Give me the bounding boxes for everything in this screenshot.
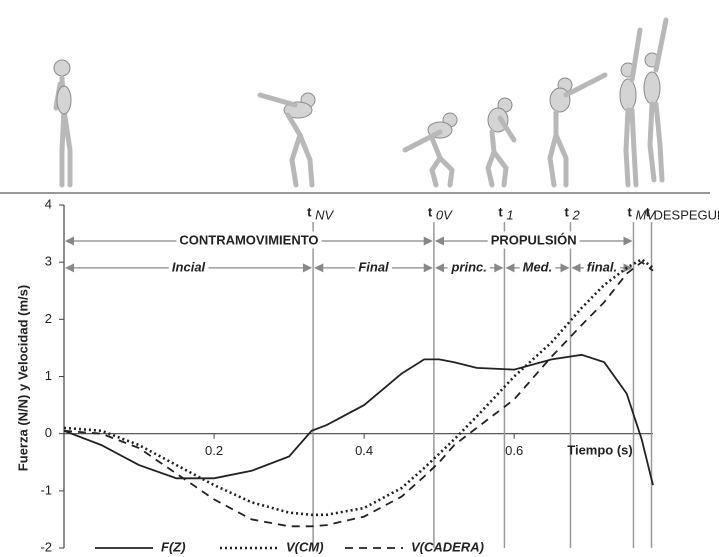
phase-label: CONTRAMOVIMIENTO xyxy=(179,232,318,247)
x-tick-label: 0.4 xyxy=(355,443,373,458)
y-tick-label: 4 xyxy=(45,196,52,211)
y-tick-label: -1 xyxy=(40,482,52,497)
figure-bottom-2 xyxy=(488,98,514,185)
y-tick-label: 1 xyxy=(45,368,52,383)
chart: -2-1012340.20.40.6tNVt0Vt1t2tMVtDESPEGUE… xyxy=(0,0,719,557)
figure-standing xyxy=(54,60,71,185)
event-label: t xyxy=(645,204,650,219)
event-label: t xyxy=(307,204,312,219)
y-tick-label: 0 xyxy=(45,425,52,440)
event-subscript: 2 xyxy=(571,207,580,222)
x-axis-label: Tiempo (s) xyxy=(567,442,633,457)
phase-label: Incial xyxy=(172,259,206,274)
y-tick-label: 2 xyxy=(45,311,52,326)
figure-countermove xyxy=(260,93,315,185)
event-label: t xyxy=(428,204,433,219)
event-subscript: 1 xyxy=(506,207,513,222)
legend-label: V(CADERA) xyxy=(411,539,484,554)
figure-takeoff xyxy=(620,20,666,185)
legend-label: F(Z) xyxy=(161,539,186,554)
y-tick-label: 3 xyxy=(45,254,52,269)
series-line xyxy=(64,259,653,515)
figure-rise xyxy=(550,75,605,185)
series-line xyxy=(64,262,653,526)
y-axis-label: Fuerza (N/N) y Velocidad (m/s) xyxy=(15,285,30,471)
jump-figures xyxy=(54,20,666,185)
figure-bottom-1 xyxy=(405,113,457,185)
event-subscript: DESPEGUE xyxy=(653,207,719,222)
legend-label: V(CM) xyxy=(286,539,324,554)
phase-label: PROPULSIÓN xyxy=(491,232,577,247)
event-subscript: NV xyxy=(315,207,334,222)
phase-label: Med. xyxy=(523,259,553,274)
event-label: t xyxy=(564,204,569,219)
x-tick-label: 0.6 xyxy=(505,443,523,458)
y-tick-label: -2 xyxy=(40,539,52,554)
event-label: t xyxy=(498,204,503,219)
x-tick-label: 0.2 xyxy=(205,443,223,458)
event-label: t xyxy=(627,204,632,219)
event-subscript: 0V xyxy=(436,207,453,222)
series-line xyxy=(64,355,653,485)
phase-label: princ. xyxy=(450,259,486,274)
phase-label: Final xyxy=(358,259,389,274)
phase-label: final. xyxy=(587,259,617,274)
